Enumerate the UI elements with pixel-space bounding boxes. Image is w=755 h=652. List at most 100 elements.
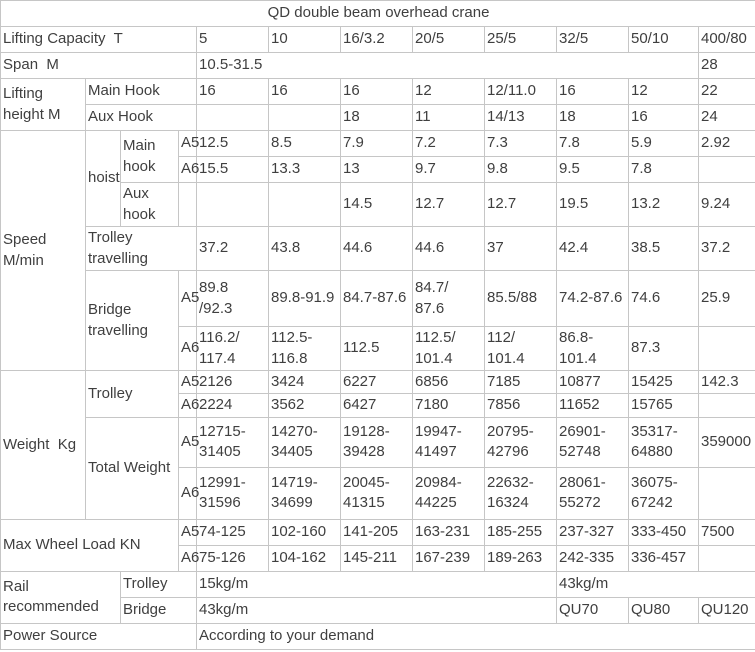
value-cell: 22632- 16324 [484,466,557,520]
table-row: Bridge 43kg/m QU70 QU80 QU120 [1,596,755,624]
value-cell: 14.5 [340,182,413,227]
value-cell: 15425 [628,369,699,395]
value-cell: 89.8-91.9 [268,270,341,327]
rail-bridge-value: QU120 [697,596,755,624]
value-cell: 336-457 [628,544,699,572]
value-cell: 15765 [628,393,699,418]
value-cell: 142.3 [697,369,755,395]
value-cell: 84.7-87.6 [340,270,413,327]
table-row: Total Weight A5 12715- 31405 14270- 34405 19… [1,416,755,520]
value-cell: 359000 [697,416,755,468]
value-cell: 85.5/88 [484,270,557,327]
value-cell: 12.5 [196,130,269,157]
rail-trolley-value: 43kg/m [555,570,755,598]
table-row: QD double beam overhead crane [0,0,755,27]
value-cell: 25.9 [697,270,755,327]
label-hoist-aux-hook: Aux hook [120,182,179,227]
value-cell: 74.6 [628,270,699,327]
value-cell [697,393,755,418]
table-row: Power Source According to your demand [0,622,755,650]
value-cell: 84.7/ 87.6 [412,270,485,327]
value-cell: 75-126 [196,544,269,572]
value-cell: 11652 [556,393,629,418]
value-cell [178,182,197,227]
rail-trolley-value: 15kg/m [196,570,557,598]
value-cell: 6227 [340,369,413,395]
label-a6: A6 [178,156,199,183]
table-row: Lifting height M Main Hook 16 16 16 12 12/11.0… [0,78,755,131]
value-cell: 9.7 [412,156,485,183]
label-total-weight: Total Weight [85,416,179,520]
table-title: QD double beam overhead crane [0,0,755,27]
value-cell: 14270- 34405 [268,416,341,468]
label-lifting-height: Lifting height M [0,78,86,131]
label-a5: A5 [178,416,199,468]
value-cell: 37.2 [697,226,755,271]
value-cell: 37 [484,226,557,271]
value-cell: 2224 [196,393,269,418]
span-value: 28 [697,52,755,79]
value-cell: 24 [697,104,755,131]
table-row: Trolley travelling 37.2 43.8 44.6 44.6 37 42.4… [1,226,755,271]
value-cell: 26901- 52748 [556,416,629,468]
value-cell: 163-231 [412,518,485,546]
value-cell: 3562 [268,393,341,418]
value-cell: 16 [340,78,413,105]
table-row: Bridge travelling A5 89.8 /92.3 89.8-91.9 84… [1,270,755,371]
value-cell: 10877 [556,369,629,395]
value-cell [196,182,269,227]
value-cell: 37.2 [196,226,269,271]
value-cell: 7185 [484,369,557,395]
table-row: Rail recommended Trolley 15kg/m 43kg/m [0,570,755,624]
value-cell [697,544,755,572]
label-a6: A6 [178,544,199,572]
value-cell: 18 [556,104,629,131]
value-cell: 11 [412,104,485,131]
label-a5: A5 [178,270,199,327]
value-cell: 7.9 [340,130,413,157]
label-rail-recommended: Rail recommended [0,570,121,624]
label-trolley-weight: Trolley [85,370,179,418]
value-cell: 18 [340,104,413,131]
table-row: Lifting Capacity T 5 10 16/3.2 20/5 25/5 32/5 5… [0,26,755,53]
rail-bridge-value: QU80 [628,596,699,624]
capacity-col-header: 400/80 [697,26,755,53]
value-cell: 141-205 [340,518,413,546]
value-cell: 6427 [340,393,413,418]
table-row: A6 12991- 31596 14719- 34699 20045- 41315 20… [1,466,755,520]
value-cell: 145-211 [340,544,413,572]
table-row: Aux Hook 18 11 14/13 18 16 24 [1,104,755,131]
value-cell: 3424 [268,369,341,395]
value-cell: 2.92 [697,130,755,157]
value-cell: 112.5- 116.8 [268,326,341,371]
value-cell: 333-450 [628,518,699,546]
value-cell: 16 [628,104,699,131]
capacity-col-header: 32/5 [556,26,629,53]
value-cell: 167-239 [412,544,485,572]
label-a5: A5 [178,369,199,395]
label-trolley-travelling: Trolley travelling [85,226,197,271]
value-cell: 8.5 [268,130,341,157]
value-cell: 12/11.0 [484,78,557,105]
value-cell: 7180 [412,393,485,418]
capacity-col-header: 20/5 [412,26,485,53]
value-cell: 6856 [412,369,485,395]
value-cell: 14/13 [484,104,557,131]
rail-bridge-value: 43kg/m [196,596,557,624]
value-cell [697,326,755,371]
value-cell: 7.8 [628,156,699,183]
value-cell: 38.5 [628,226,699,271]
value-cell: 12715- 31405 [196,416,269,468]
label-rail-trolley: Trolley [120,570,197,598]
label-power-source: Power Source [0,622,197,650]
label-hoist-main-hook: Main hook [120,130,179,183]
value-cell: 13.3 [268,156,341,183]
value-cell: 9.24 [697,182,755,227]
value-cell: 12 [628,78,699,105]
value-cell: 19128- 39428 [340,416,413,468]
table-row: A6 2224 3562 6427 7180 7856 11652 15765 [1,393,755,418]
value-cell: 112.5/ 101.4 [412,326,485,371]
value-cell: 112.5 [340,326,413,371]
label-aux-hook: Aux Hook [85,104,197,131]
table-row: Span M 10.5-31.5 28 [0,52,755,79]
